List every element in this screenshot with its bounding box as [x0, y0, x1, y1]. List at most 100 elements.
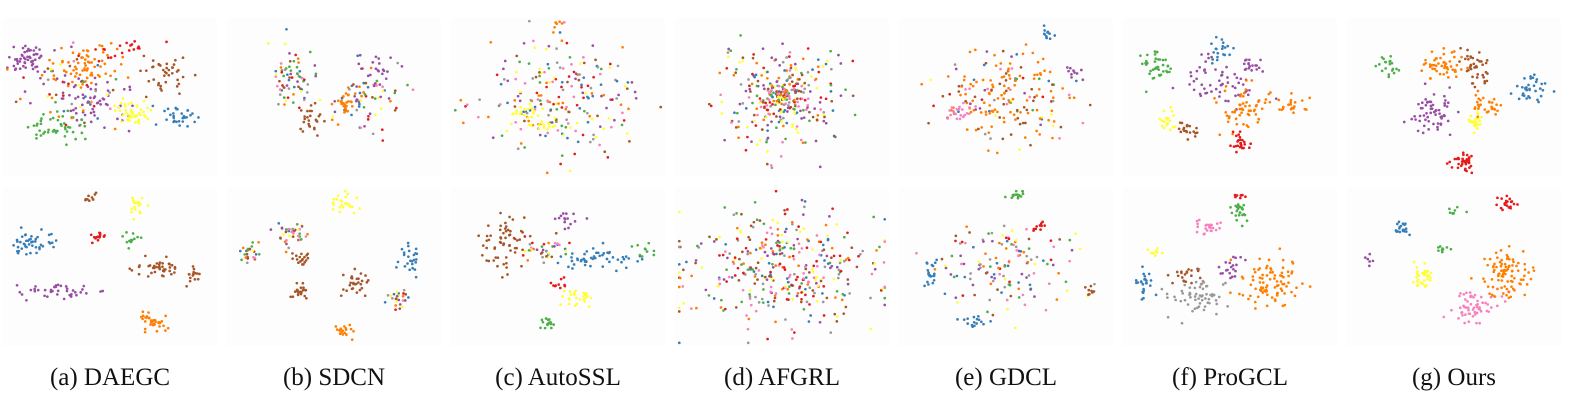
scatter-point — [360, 94, 363, 98]
scatter-point — [826, 238, 830, 242]
scatter-point — [1053, 34, 1057, 37]
scatter-point — [1235, 76, 1239, 80]
scatter-point — [1295, 286, 1298, 290]
scatter-point — [538, 67, 542, 71]
scatter-point — [586, 95, 589, 99]
scatter-point — [1092, 290, 1096, 293]
scatter-point — [54, 100, 57, 104]
scatter-point — [350, 205, 354, 209]
scatter-point — [185, 115, 189, 119]
scatter-point — [15, 238, 19, 242]
scatter-point — [341, 329, 345, 332]
scatter-point — [1477, 107, 1480, 110]
scatter-point — [160, 89, 163, 92]
scatter-point — [1395, 67, 1398, 71]
scatter-point — [527, 123, 531, 127]
scatter-point — [1185, 271, 1189, 274]
scatter-point — [90, 196, 94, 199]
scatter-point — [591, 247, 595, 250]
scatter-point — [569, 222, 572, 226]
scatter-point — [1010, 229, 1014, 233]
scatter-point — [806, 70, 810, 74]
scatter-point — [518, 60, 521, 64]
scatter-point — [777, 120, 781, 124]
scatter-point — [791, 337, 794, 340]
scatter-point — [74, 75, 77, 78]
scatter-point — [563, 227, 567, 231]
scatter-point — [51, 62, 55, 65]
scatter-point — [616, 64, 620, 68]
scatter-point — [193, 278, 197, 281]
scatter-point — [590, 92, 594, 95]
scatter-point — [839, 94, 843, 97]
scatter-point — [598, 143, 601, 147]
scatter-point — [1210, 42, 1213, 46]
scatter-point — [757, 301, 761, 304]
scatter-point — [348, 283, 352, 287]
scatter-point — [287, 78, 291, 82]
scatter-point — [80, 118, 84, 122]
scatter-point — [109, 56, 113, 59]
scatter-point — [81, 93, 85, 97]
scatter-point — [85, 54, 89, 57]
scatter-point — [291, 227, 295, 231]
scatter-point — [557, 102, 560, 105]
scatter-point — [480, 253, 484, 257]
scatter-point — [13, 58, 17, 61]
scatter-point — [572, 95, 576, 99]
scatter-plot — [920, 24, 1092, 155]
scatter-point — [738, 257, 741, 261]
scatter-point — [636, 243, 640, 247]
scatter-point — [1039, 228, 1042, 231]
scatter-point — [126, 76, 130, 79]
scatter-point — [1415, 275, 1418, 279]
scatter-point — [1208, 83, 1212, 87]
scatter-point — [164, 329, 167, 332]
scatter-point — [186, 109, 190, 112]
scatter-point — [1463, 321, 1466, 325]
scatter-point — [547, 66, 551, 70]
scatter-point — [519, 229, 523, 233]
scatter-point — [770, 88, 773, 92]
scatter-point — [585, 292, 588, 295]
scatter-point — [129, 44, 132, 47]
scatter-point — [932, 104, 935, 108]
scatter-point — [552, 31, 555, 34]
scatter-point — [366, 85, 370, 89]
scatter-point — [1490, 306, 1493, 309]
scatter-point — [724, 250, 727, 253]
scatter-point — [748, 84, 751, 88]
scatter-point — [608, 62, 612, 66]
scatter-point — [829, 90, 833, 93]
scatter-point — [766, 123, 770, 127]
scatter-point — [1041, 259, 1045, 262]
scatter-point — [1035, 255, 1039, 259]
scatter-point — [1493, 108, 1497, 111]
scatter-point — [43, 70, 47, 74]
scatter-point — [144, 254, 147, 258]
scatter-point — [960, 262, 963, 266]
scatter-point — [306, 109, 309, 113]
scatter-point — [159, 87, 162, 90]
scatter-point — [1245, 219, 1249, 223]
scatter-point — [774, 292, 778, 295]
scatter-point — [954, 67, 958, 71]
scatter-point — [841, 292, 845, 296]
scatter-point — [1161, 63, 1165, 67]
scatter-point — [87, 194, 90, 198]
scatter-point — [723, 206, 727, 209]
scatter-point — [759, 105, 763, 109]
scatter-point — [1013, 326, 1017, 330]
scatter-point — [1428, 63, 1432, 66]
scatter-point — [1204, 71, 1207, 74]
scatter-point — [1463, 305, 1466, 309]
scatter-point — [1280, 289, 1284, 293]
scatter-point — [1497, 278, 1500, 282]
scatter-point — [592, 75, 595, 79]
scatter-point — [1196, 269, 1200, 273]
scatter-point — [1014, 245, 1018, 249]
scatter-point — [84, 95, 87, 98]
scatter-point — [281, 84, 284, 87]
scatter-point — [547, 44, 551, 48]
scatter-point — [532, 109, 536, 113]
